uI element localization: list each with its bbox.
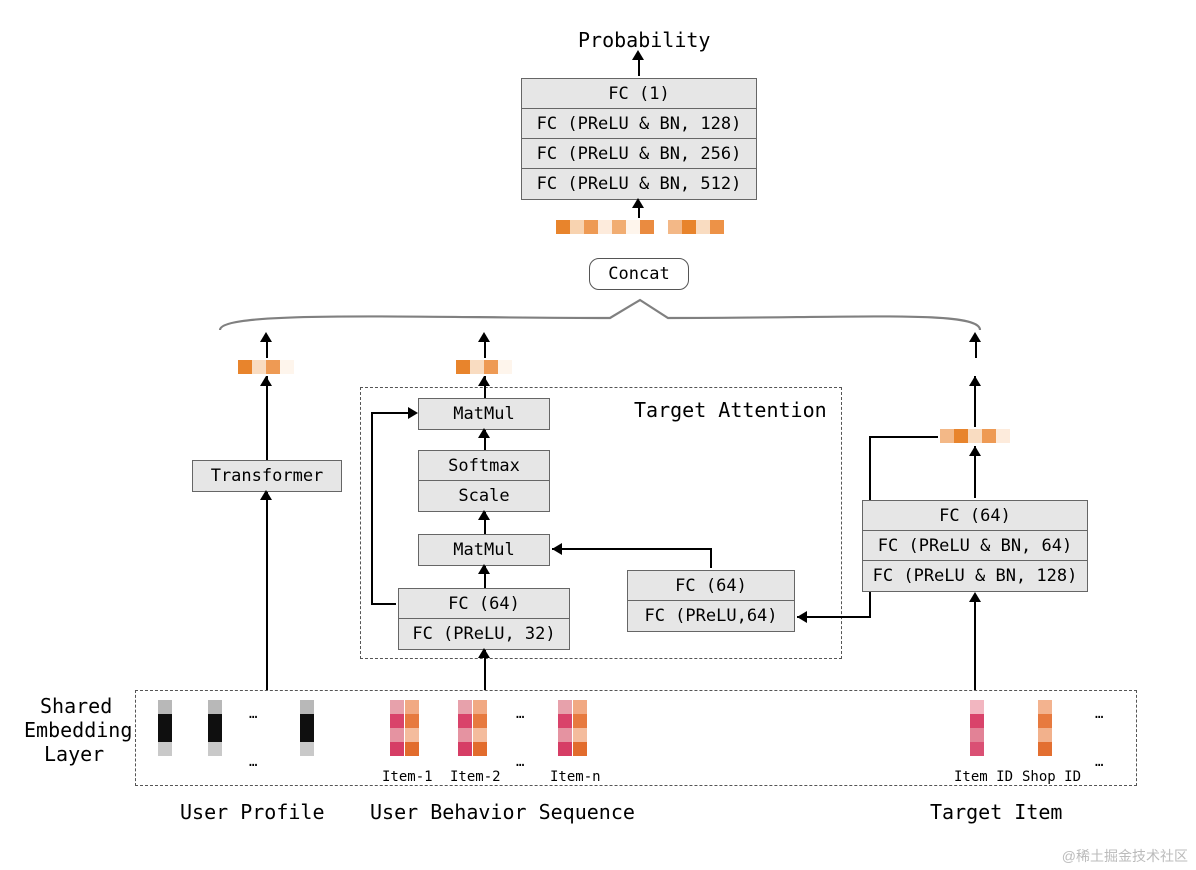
attn-fc-64: FC (64) — [627, 570, 795, 602]
shared-l3: Layer — [44, 742, 104, 766]
user-behavior-seq-label: User Behavior Sequence — [370, 800, 635, 824]
shared-l2: Embedding — [24, 718, 132, 742]
shop-id-label: Shop ID — [1022, 769, 1081, 785]
probability-label: Probability — [578, 28, 710, 52]
shared-l1: Shared — [40, 694, 112, 718]
arrow-head — [632, 198, 644, 208]
arrow-head — [632, 50, 644, 60]
item-1-label: Item-1 — [382, 769, 433, 785]
seq-out-strip — [456, 360, 512, 374]
fc-1: FC (1) — [521, 78, 757, 110]
target-out-strip — [940, 429, 1010, 443]
concat-vector-strip — [556, 220, 724, 234]
scale: Scale — [418, 480, 550, 512]
target-fc-prelu-64: FC (PReLU & BN, 64) — [862, 530, 1088, 562]
fc-128: FC (PReLU & BN, 128) — [521, 108, 757, 140]
target-fc-prelu-128: FC (PReLU & BN, 128) — [862, 560, 1088, 592]
softmax: Softmax — [418, 450, 550, 482]
item-id-label: Item ID — [954, 769, 1013, 785]
seq-fc-prelu-32: FC (PReLU, 32) — [398, 618, 570, 650]
transformer-box: Transformer — [192, 460, 342, 492]
seq-fc-64: FC (64) — [398, 588, 570, 620]
target-attention-label: Target Attention — [634, 398, 827, 422]
item-2-label: Item-2 — [450, 769, 501, 785]
matmul-top: MatMul — [418, 398, 550, 430]
item-n-label: Item-n — [550, 769, 601, 785]
fc-512: FC (PReLU & BN, 512) — [521, 168, 757, 200]
user-profile-out-strip — [238, 360, 294, 374]
concat-box: Concat — [589, 258, 689, 290]
diagram-canvas: Probability FC (1) FC (PReLU & BN, 128) … — [0, 0, 1196, 870]
user-profile-label: User Profile — [180, 800, 325, 824]
fc-256: FC (PReLU & BN, 256) — [521, 138, 757, 170]
watermark: @稀土掘金技术社区 — [1062, 846, 1188, 866]
target-item-label: Target Item — [930, 800, 1062, 824]
target-fc-64: FC (64) — [862, 500, 1088, 532]
matmul-bot: MatMul — [418, 534, 550, 566]
attn-fc-prelu-64: FC (PReLU,64) — [627, 600, 795, 632]
